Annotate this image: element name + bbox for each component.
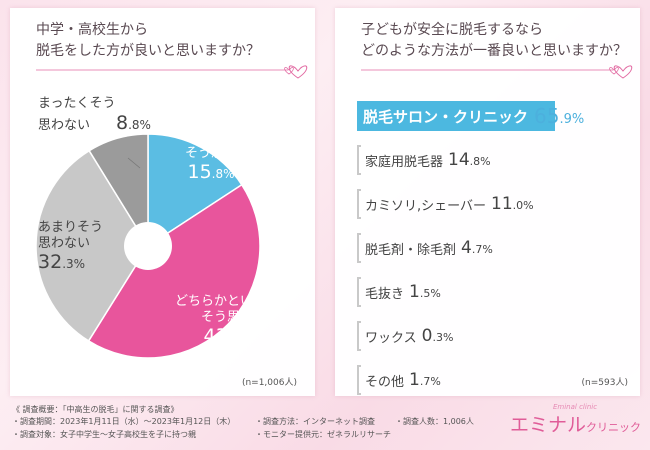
pie-label-text: 思わない (38, 117, 91, 133)
pie-label-text: とても (192, 130, 230, 145)
bar-label: 毛抜き (365, 286, 405, 302)
bar-value: 4.7% (461, 238, 493, 258)
bar-row: ワックス 0.3% (357, 321, 453, 351)
left-question-title: 中学・高校生から 脱毛をした方が良いと思いますか？ (36, 20, 306, 62)
bar-label: 脱毛剤・除毛剤 (365, 242, 457, 258)
brand-name: エミナル (510, 414, 587, 436)
pie-slice-totemo-sou-omou (147, 133, 243, 248)
right-panel: 子どもが安全に脱毛するなら どのような方法が一番良いと思いますか？ 脱毛サロン・… (335, 8, 640, 396)
survey-footer: 《 調査概要：「中高生の脱毛」に関する調査》 ・調査期間：2023年1月11日（… (0, 402, 650, 450)
right-title-line2: どのような方法が一番良いと思いますか？ (361, 43, 627, 59)
right-title-line1: 子どもが安全に脱毛するなら (361, 22, 543, 38)
left-sample-size: (n=1,006人) (241, 378, 297, 388)
pie-label-text: 思わない (38, 235, 91, 251)
bar-row: 脱毛剤・除毛剤 4.7% (357, 233, 493, 263)
pie-label-value: 32.3% (38, 251, 86, 274)
pie-label-mattaku-sou-omowanai: まったくそう 思わない 8.8% (38, 96, 151, 134)
bar-label: カミソリ,シェーバー (365, 198, 487, 214)
pie-label-text: あまりそう (38, 220, 104, 235)
footer-heading: 《 調査概要：「中高生の脱毛」に関する調査》 (12, 405, 179, 414)
footer-provider: ・モニター提供元：ゼネラルリサーチ (255, 430, 391, 439)
bar-row: 脱毛サロン・クリニック 65.9% (357, 101, 584, 131)
pie-slice-amari-sou-omowanai (35, 149, 149, 342)
pie-label-text: どちらかといえば (175, 294, 280, 309)
pie-label-totemo-sou-omou: とても そう思う 15.8% (185, 130, 237, 184)
bar-label: 脱毛サロン・クリニック (363, 107, 529, 126)
pie-label-text: そう思う (201, 309, 254, 325)
left-panel: 中学・高校生から 脱毛をした方が良いと思いますか？ とても そう思う 15.8% どち… (10, 8, 315, 396)
pie-label-value: 43.1% (203, 325, 251, 348)
right-sample-size: (n=593人) (581, 378, 628, 388)
pie-label-text: まったくそう (38, 96, 116, 111)
brand-suffix: クリニック (586, 421, 642, 434)
left-title-line1: 中学・高校生から (36, 22, 148, 38)
heart-underline-icon (36, 65, 308, 79)
pie-slice-dochiraka-sou-omou (87, 183, 261, 359)
right-question-title: 子どもが安全に脱毛するなら どのような方法が一番良いと思いますか？ (361, 20, 631, 62)
bar-row: カミソリ,シェーバー 11.0% (357, 189, 534, 219)
pie-label-text: そう思う (185, 145, 238, 161)
bar-bracket (357, 145, 361, 175)
bar-row: 毛抜き 1.5% (357, 277, 441, 307)
bar-value: 1.7% (409, 370, 441, 390)
bar-value: 11.0% (491, 194, 534, 214)
footer-target: ・調査対象：女子中学生～女子高校生を子に持つ親 (12, 430, 196, 439)
bar-bracket (357, 233, 361, 263)
footer-people: ・調査人数：1,006人 (395, 417, 474, 426)
bar-label: 家庭用脱毛器 (365, 154, 444, 170)
pie-center-hole (124, 222, 172, 270)
bar-bracket (357, 365, 361, 395)
bar-bracket (357, 277, 361, 307)
bar-row: その他 1.7% (357, 365, 441, 395)
footer-period: ・調査期間：2023年1月11日（水）～2023年1月12日（木） (12, 417, 236, 426)
bar-bracket (357, 321, 361, 351)
bar-value: 0.3% (421, 326, 454, 346)
pie-label-dochiraka-sou-omou: どちらかといえば そう思う 43.1% (175, 294, 279, 348)
footer-method: ・調査方法：インターネット調査 (255, 417, 375, 426)
bar-row: 家庭用脱毛器 14.8% (357, 145, 491, 175)
heart-underline-icon (361, 65, 633, 79)
bar-value: 14.8% (448, 150, 491, 170)
pie-chart (35, 133, 261, 359)
leader-line (127, 157, 141, 169)
bar-label: その他 (365, 374, 405, 390)
pie-label-amari-sou-omowanai: あまりそう 思わない 32.3% (38, 220, 103, 274)
pie-label-value: 15.8% (187, 161, 235, 184)
left-title-line2: 脱毛をした方が良いと思いますか？ (36, 43, 260, 59)
bar-value: 1.5% (409, 282, 441, 302)
bar-label: ワックス (365, 330, 417, 346)
brand-logo: エミナルクリニック (510, 410, 641, 437)
bar-value: 65.9% (534, 104, 585, 128)
pie-label-value: 8.8% (116, 111, 151, 134)
brand-subtext: Eminal clinic (553, 403, 598, 411)
bar-fill (357, 101, 555, 131)
bar-bracket (357, 189, 361, 219)
